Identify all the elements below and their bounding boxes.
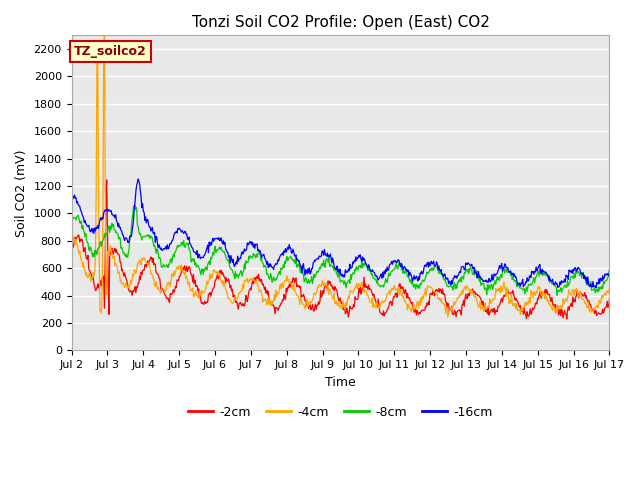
Line: -2cm: -2cm [72, 180, 609, 319]
-2cm [216, 270, 224, 276]
-2cm [406, 299, 414, 305]
-16cm [592, 285, 600, 291]
Text: TZ_soilco2: TZ_soilco2 [74, 45, 147, 58]
-8cm [188, 256, 196, 262]
-16cm [216, 238, 224, 243]
-16cm [134, 176, 142, 182]
-4cm [406, 306, 414, 312]
-16cm [422, 264, 430, 269]
-8cm [422, 273, 430, 279]
-8cm [68, 216, 76, 222]
Title: Tonzi Soil CO2 Profile: Open (East) CO2: Tonzi Soil CO2 Profile: Open (East) CO2 [191, 15, 490, 30]
-16cm [605, 267, 613, 273]
-2cm [103, 177, 111, 183]
-4cm [422, 293, 430, 299]
-2cm [563, 316, 571, 322]
-2cm [188, 273, 196, 278]
Legend: -2cm, -4cm, -8cm, -16cm: -2cm, -4cm, -8cm, -16cm [184, 401, 497, 424]
Line: -8cm: -8cm [72, 205, 609, 296]
-2cm [134, 285, 141, 290]
-4cm [100, 33, 108, 38]
-8cm [406, 280, 414, 286]
-8cm [216, 247, 224, 252]
-4cm [68, 236, 76, 241]
-4cm [77, 257, 85, 263]
-2cm [77, 238, 85, 243]
-16cm [68, 194, 76, 200]
Line: -4cm: -4cm [72, 36, 609, 317]
-4cm [216, 277, 224, 283]
-4cm [188, 288, 196, 294]
Y-axis label: Soil CO2 (mV): Soil CO2 (mV) [15, 149, 28, 237]
-16cm [406, 272, 414, 277]
-16cm [132, 183, 140, 189]
-16cm [77, 208, 85, 214]
-8cm [605, 273, 613, 279]
-16cm [188, 245, 196, 251]
X-axis label: Time: Time [325, 376, 356, 389]
-8cm [553, 293, 561, 299]
-4cm [444, 314, 452, 320]
-8cm [77, 218, 85, 224]
-8cm [131, 202, 139, 208]
Line: -16cm: -16cm [72, 179, 609, 288]
-8cm [134, 222, 141, 228]
-4cm [605, 285, 613, 291]
-2cm [605, 296, 613, 301]
-4cm [134, 262, 141, 268]
-2cm [68, 249, 76, 254]
-2cm [422, 304, 430, 310]
